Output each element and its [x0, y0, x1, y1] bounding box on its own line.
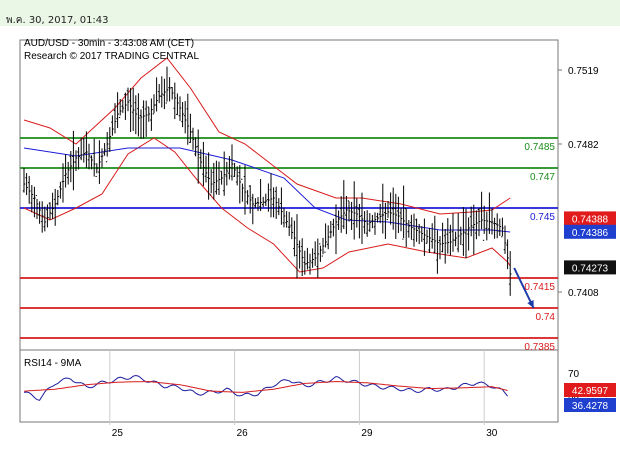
bollinger-upper-band: [23, 57, 511, 215]
price-tag-box: [564, 260, 616, 275]
date-time-label: พ.ค. 30, 2017, 01:43: [6, 15, 109, 26]
level-label: 0.745: [530, 212, 555, 223]
x-tick-label: 26: [237, 428, 249, 439]
rsi-value-tag-box: [564, 398, 616, 412]
level-label: 0.7415: [524, 282, 555, 293]
level-label: 0.7485: [524, 142, 555, 153]
rsi-title: RSI14 - 9MA: [24, 358, 82, 369]
y-tick-label: 0.7482: [568, 140, 599, 151]
x-tick-label: 30: [486, 428, 498, 439]
rsi-ma-line: [23, 380, 508, 393]
date-time-bar: พ.ค. 30, 2017, 01:43: [0, 0, 620, 26]
x-tick-label: 25: [112, 428, 124, 439]
chart-subtitle: Research © 2017 TRADING CENTRAL: [24, 51, 199, 62]
rsi-line: [23, 374, 508, 401]
y-tick-label: 0.7408: [568, 288, 599, 299]
forecast-arrow-head: [527, 300, 534, 308]
level-label: 0.747: [530, 172, 555, 183]
rsi-value-tag-label: 42.9597: [572, 386, 609, 397]
rsi-value-tag-box: [564, 383, 616, 397]
level-label: 0.7385: [524, 342, 555, 353]
rsi-y-tick-label: 70: [568, 369, 580, 380]
bollinger-lower-band: [23, 137, 511, 273]
moving-average-line: [23, 147, 511, 233]
price-tag-label: 0.74273: [572, 263, 609, 274]
forecast-arrow-shaft: [513, 267, 535, 309]
price-tag-box: [564, 224, 616, 239]
price-tag-box: [564, 211, 616, 226]
price-tag-label: 0.74388: [572, 214, 609, 225]
chart-title: AUD/USD - 30min - 3:43:08 AM (CET): [24, 38, 194, 49]
x-tick-label: 29: [361, 428, 373, 439]
level-label: 0.74: [536, 312, 556, 323]
rsi-panel-frame: [19, 349, 559, 423]
rsi-value-tag-label: 36.4278: [572, 401, 609, 412]
y-tick-label: 0.7519: [568, 66, 599, 77]
price-tag-label: 0.74386: [572, 228, 609, 239]
